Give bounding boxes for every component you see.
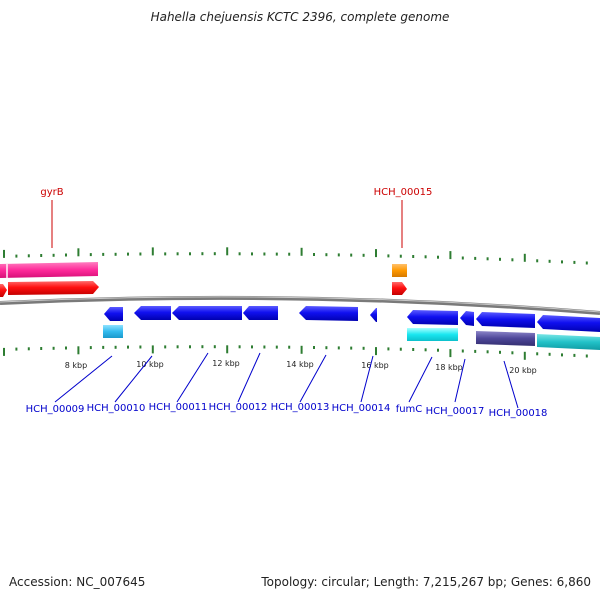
hch00010-cds-arrow [134, 306, 171, 320]
hch00015-gene-block [392, 264, 407, 277]
accession-label: Accession: NC_007645 [9, 575, 146, 589]
gene-label-hch00014: HCH_00014 [332, 403, 391, 414]
hch00009-gene-block [103, 325, 123, 338]
scale-label-18kbp: 18 kbp [435, 363, 463, 372]
hch00017-cds-arrow [460, 311, 474, 326]
gyrb-gene-block [0, 262, 98, 278]
fumc-leader [408, 356, 433, 403]
hch00014-cds-arrow [370, 308, 377, 322]
hch00013-leader [299, 354, 327, 403]
scale-label-14kbp: 14 kbp [286, 360, 314, 369]
scale-label-16kbp: 16 kbp [361, 361, 389, 370]
hch00018-gene-block [476, 331, 535, 346]
gyrb-gene-stripe [6, 264, 8, 278]
hch00009-leader [54, 355, 113, 403]
gene-label-hch00009: HCH_00009 [26, 404, 85, 415]
scale-label-8kbp: 8 kbp [65, 361, 87, 370]
fumc-cds-arrow [407, 310, 458, 325]
gene-label-hch00013: HCH_00013 [271, 402, 330, 413]
scale-label-10kbp: 10 kbp [136, 360, 164, 369]
partial-cds-arrow-left [0, 284, 7, 297]
map-title: Hahella chejuensis KCTC 2396, complete g… [150, 10, 450, 24]
bottom-leader-lines [54, 352, 519, 409]
hch00018-cds-arrow [476, 312, 535, 328]
hch00012-cds-arrow [243, 306, 278, 320]
gene-label-hch00012: HCH_00012 [209, 402, 268, 413]
hch00011-cds-arrow [172, 306, 242, 320]
genome-backbone-highlight [0, 296, 600, 313]
fumc-gene-block [407, 328, 458, 341]
gene-label-hch00015: HCH_00015 [374, 187, 433, 198]
genome-backbone [0, 295, 600, 315]
gene-label-hch00010: HCH_00010 [87, 403, 146, 414]
hch00014-leader [360, 355, 374, 403]
scale-label-20kbp: 20 kbp [509, 366, 537, 375]
partial-gene-block-right [537, 334, 600, 350]
inner-tick-ring [3, 345, 588, 360]
gene-label-gyrb: gyrB [40, 187, 63, 198]
gene-label-hch00011: HCH_00011 [149, 402, 208, 413]
hch00010-leader [114, 355, 153, 403]
hch00017-leader [454, 358, 466, 403]
gene-label-fumc: fumC [396, 404, 423, 415]
hch00011-leader [176, 352, 209, 403]
hch00013-cds-arrow [299, 306, 358, 321]
gene-label-hch00018: HCH_00018 [489, 408, 548, 419]
gyrb-cds-arrow [8, 281, 99, 295]
partial-cds-arrow-right [537, 315, 600, 332]
outer-tick-ring [3, 247, 588, 265]
hch00012-leader [237, 352, 261, 403]
hch00015-cds-arrow [392, 282, 407, 295]
hch00018-leader [503, 360, 519, 409]
genome-stats-label: Topology: circular; Length: 7,215,267 bp… [261, 575, 591, 589]
hch00009-cds-arrow [104, 307, 123, 321]
gene-label-hch00017: HCH_00017 [426, 406, 485, 417]
scale-label-12kbp: 12 kbp [212, 359, 240, 368]
